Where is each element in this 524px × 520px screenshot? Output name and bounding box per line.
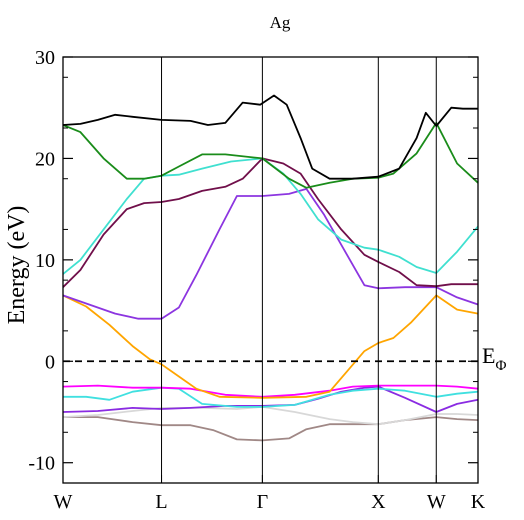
- y-tick-label: 30: [35, 47, 55, 69]
- fermi-level-subscript: Φ: [495, 358, 506, 374]
- y-tick-label: -10: [28, 453, 55, 475]
- x-tick-label: W: [54, 491, 73, 513]
- y-tick-label: 20: [35, 148, 55, 170]
- y-axis-label: Energy (eV): [4, 206, 30, 325]
- band-line: [62, 294, 479, 399]
- fermi-level-label: EΦ: [482, 343, 506, 374]
- x-tick-label: W: [427, 491, 446, 513]
- band-line: [62, 384, 479, 398]
- tick-labels: W L Γ X W K -10 0 10 20 30: [28, 47, 485, 513]
- tick-marks: [62, 56, 479, 484]
- plot-frame: [62, 56, 479, 484]
- y-tick-label: 10: [35, 250, 55, 272]
- x-tick-label: X: [371, 491, 386, 513]
- band-line: [63, 416, 479, 442]
- band-line: [62, 157, 479, 275]
- chart-title: Ag: [270, 13, 291, 32]
- band-lines: [62, 94, 479, 442]
- band-line: [62, 94, 478, 180]
- band-line: [62, 188, 479, 320]
- y-tick-label: 0: [45, 351, 55, 373]
- x-tick-label: L: [155, 491, 167, 513]
- fermi-level-symbol: E: [482, 343, 495, 368]
- band-line: [62, 157, 478, 288]
- band-line: [62, 122, 479, 189]
- band-line: [62, 406, 479, 426]
- x-tick-label: K: [471, 491, 486, 513]
- x-tick-label: Γ: [257, 491, 269, 513]
